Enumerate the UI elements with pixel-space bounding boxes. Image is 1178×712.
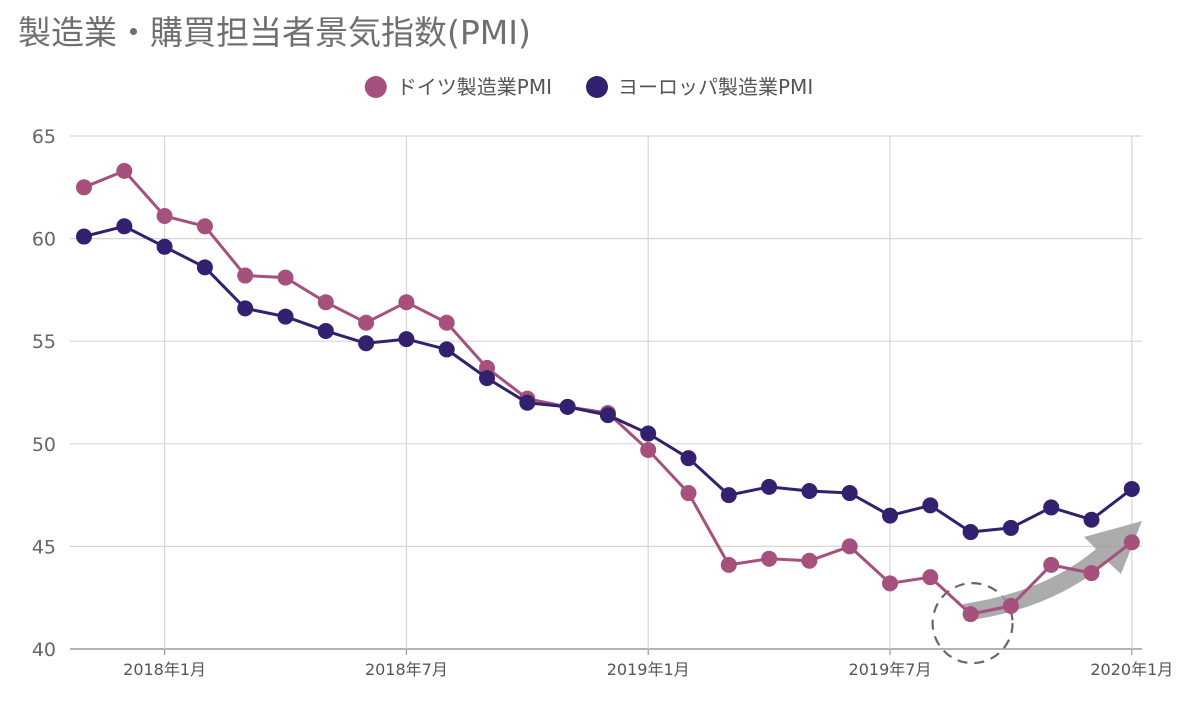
data-point-series-1 bbox=[761, 550, 778, 567]
data-point-series-2 bbox=[559, 398, 576, 415]
grid bbox=[70, 135, 1142, 650]
data-point-series-2 bbox=[882, 507, 898, 524]
data-point-series-1 bbox=[116, 162, 133, 179]
data-point-series-2 bbox=[1083, 511, 1100, 528]
data-point-series-2 bbox=[761, 478, 778, 495]
data-point-series-2 bbox=[841, 485, 858, 502]
data-point-series-1 bbox=[398, 294, 415, 311]
legend: ドイツ製造業PMI ヨーロッパ製造業PMI bbox=[364, 75, 813, 99]
y-tick-label: 50 bbox=[32, 434, 56, 456]
data-point-series-2 bbox=[317, 322, 334, 339]
data-point-series-1 bbox=[156, 208, 173, 225]
data-point-series-1 bbox=[962, 606, 979, 623]
data-point-series-2 bbox=[358, 335, 375, 352]
data-point-series-2 bbox=[116, 218, 133, 235]
data-point-series-1 bbox=[1002, 597, 1019, 614]
chart-title: 製造業・購買担当者景気指数(PMI) bbox=[18, 13, 531, 52]
y-tick-label: 60 bbox=[32, 229, 56, 251]
data-point-series-1 bbox=[640, 441, 657, 458]
data-point-series-2 bbox=[922, 497, 939, 514]
data-point-series-2 bbox=[599, 407, 616, 424]
y-tick-label: 55 bbox=[32, 331, 56, 353]
data-point-series-2 bbox=[519, 394, 536, 411]
data-point-series-2 bbox=[1123, 480, 1140, 497]
legend-marker-1 bbox=[364, 76, 387, 98]
data-point-series-2 bbox=[640, 425, 657, 442]
data-point-series-2 bbox=[277, 308, 294, 325]
data-point-series-2 bbox=[237, 300, 254, 317]
data-point-series-1 bbox=[922, 569, 939, 586]
data-point-series-1 bbox=[720, 556, 737, 573]
y-tick-label: 40 bbox=[32, 639, 56, 661]
data-point-series-1 bbox=[277, 269, 294, 286]
data-point-series-1 bbox=[438, 314, 455, 331]
trend-arrow-annotation bbox=[963, 521, 1142, 621]
data-point-series-2 bbox=[680, 450, 697, 467]
legend-label-1: ドイツ製造業PMI bbox=[397, 75, 552, 99]
data-point-series-1 bbox=[841, 538, 858, 555]
x-tick-label: 2018年7月 bbox=[365, 660, 448, 679]
data-point-series-1 bbox=[317, 294, 334, 311]
y-tick-label: 45 bbox=[32, 536, 56, 558]
x-tick-label: 2020年1月 bbox=[1090, 660, 1173, 679]
data-point-series-1 bbox=[237, 267, 254, 284]
data-point-series-1 bbox=[196, 218, 213, 235]
data-point-series-2 bbox=[76, 228, 92, 245]
legend-label-2: ヨーロッパ製造業PMI bbox=[618, 75, 813, 99]
data-point-series-2 bbox=[1002, 519, 1019, 536]
axes: 40 45 50 55 60 65 2018年1月 2018年7月 2019年1月 2019年7月… bbox=[32, 126, 1173, 679]
annotations bbox=[931, 521, 1142, 665]
data-point-series-2 bbox=[720, 487, 737, 504]
data-point-series-2 bbox=[196, 259, 213, 276]
data-point-series-1 bbox=[1083, 565, 1100, 582]
data-point-series-1 bbox=[680, 485, 697, 502]
data-point-series-1 bbox=[1043, 556, 1060, 573]
data-point-series-2 bbox=[438, 341, 455, 358]
data-point-series-2 bbox=[398, 331, 415, 348]
y-tick-label: 65 bbox=[32, 126, 56, 148]
data-point-series-2 bbox=[479, 370, 495, 387]
dashed-circle-annotation bbox=[931, 582, 1014, 665]
x-tick-label: 2019年7月 bbox=[849, 660, 932, 679]
data-point-series-2 bbox=[962, 524, 979, 541]
data-point-series-1 bbox=[76, 179, 92, 196]
x-tick-label: 2019年1月 bbox=[607, 660, 690, 679]
data-point-series-2 bbox=[801, 482, 818, 499]
data-point-series-2 bbox=[156, 238, 173, 255]
data-point-series-1 bbox=[801, 552, 818, 569]
data-point-series-2 bbox=[1043, 499, 1060, 516]
series-line-1 bbox=[83, 169, 1133, 616]
data-point-series-1 bbox=[1123, 534, 1140, 551]
data-point-series-1 bbox=[358, 314, 375, 331]
series bbox=[76, 162, 1140, 623]
x-tick-label: 2018年1月 bbox=[123, 660, 206, 679]
data-point-series-1 bbox=[882, 575, 898, 592]
legend-marker-2 bbox=[586, 76, 608, 98]
